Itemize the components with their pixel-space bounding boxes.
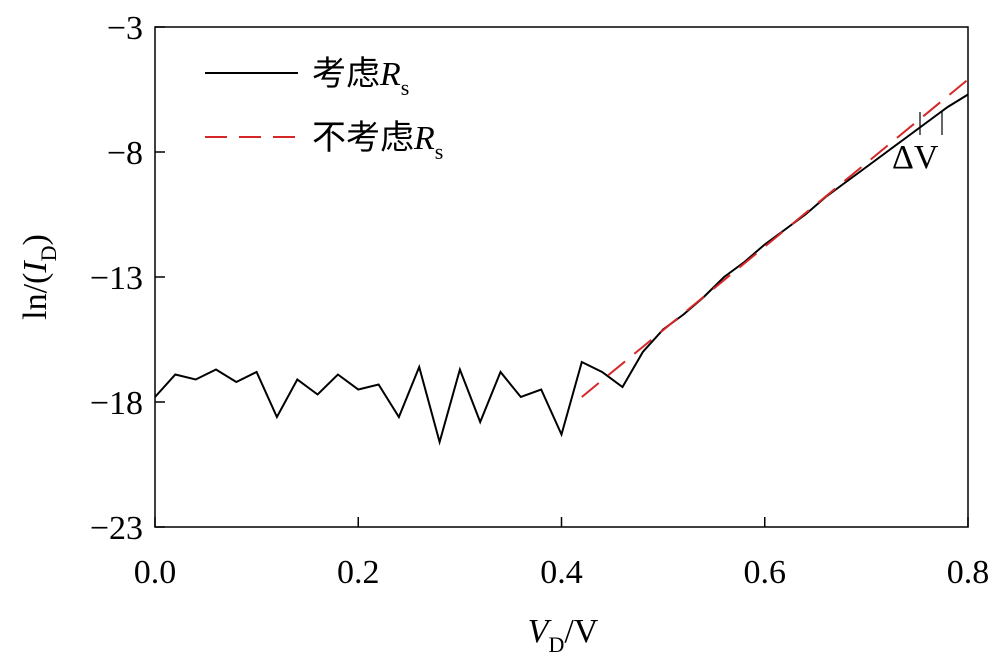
- label-part: D: [548, 632, 564, 657]
- label-part: ): [17, 234, 54, 245]
- label-part: s: [401, 75, 410, 100]
- y-axis-label: ln/(ID): [17, 234, 61, 320]
- label-part: s: [435, 139, 444, 164]
- annotation: ΔV: [892, 139, 939, 176]
- legend-label: 不考虑Rs: [312, 120, 443, 164]
- y-tick-label: −8: [107, 135, 143, 172]
- label-part: R: [413, 120, 435, 157]
- x-axis-label: VD/V: [528, 613, 599, 657]
- legend-label: 考虑Rs: [312, 56, 409, 100]
- x-tick-label: 0.4: [540, 554, 583, 591]
- y-tick-label: −3: [107, 10, 143, 47]
- label-part: ln/(: [17, 273, 54, 320]
- series-line: [154, 93, 969, 446]
- y-tick-label: −23: [90, 510, 143, 547]
- label-part: R: [379, 56, 401, 93]
- y-tick-label: −13: [90, 260, 143, 297]
- label-part: 不考虑: [312, 120, 414, 157]
- plot-frame: [154, 26, 969, 528]
- x-tick-label: 0.8: [947, 554, 990, 591]
- x-tick-label: 0.6: [744, 554, 787, 591]
- x-tick-label: 0.2: [337, 554, 380, 591]
- x-tick-label: 0.0: [134, 554, 177, 591]
- label-part: I: [17, 260, 54, 274]
- label-part: D: [36, 245, 61, 261]
- label-part: /V: [564, 613, 598, 650]
- series-line: [581, 78, 969, 398]
- y-tick-label: −18: [90, 385, 143, 422]
- label-part: 考虑: [312, 56, 380, 93]
